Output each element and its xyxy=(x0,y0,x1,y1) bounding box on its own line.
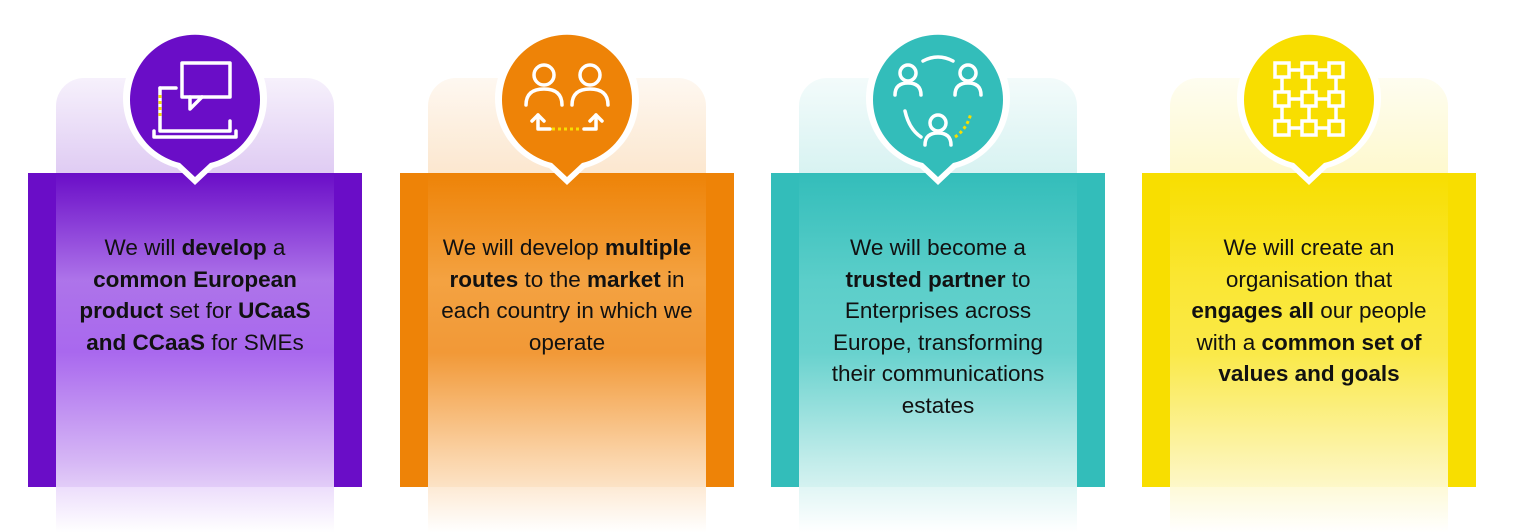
pillar-card-routes-to-market: We will develop multiple routes to the m… xyxy=(400,0,734,532)
pillar-text: We will create an organisation that enga… xyxy=(1191,235,1427,386)
card-gradient-overlay xyxy=(428,173,706,532)
card-gradient-overlay xyxy=(56,173,334,532)
pillar-text: We will develop multiple routes to the m… xyxy=(441,235,693,355)
laptop-chat-icon xyxy=(123,33,267,185)
pillar-text: We will develop a common European produc… xyxy=(79,235,311,355)
pillar-card-trusted-partner: We will become a trusted partner to Ente… xyxy=(771,0,1105,532)
card-gradient-overlay xyxy=(1170,173,1448,532)
pillar-card-develop-product: We will develop a common European produc… xyxy=(28,0,362,532)
pillar-card-engage-people: We will create an organisation that enga… xyxy=(1142,0,1476,532)
network-grid-icon xyxy=(1237,33,1381,185)
people-exchange-icon xyxy=(495,33,639,185)
people-network-icon xyxy=(866,33,1010,185)
card-gradient-overlay xyxy=(799,173,1077,532)
pillar-text: We will become a trusted partner to Ente… xyxy=(831,235,1045,418)
